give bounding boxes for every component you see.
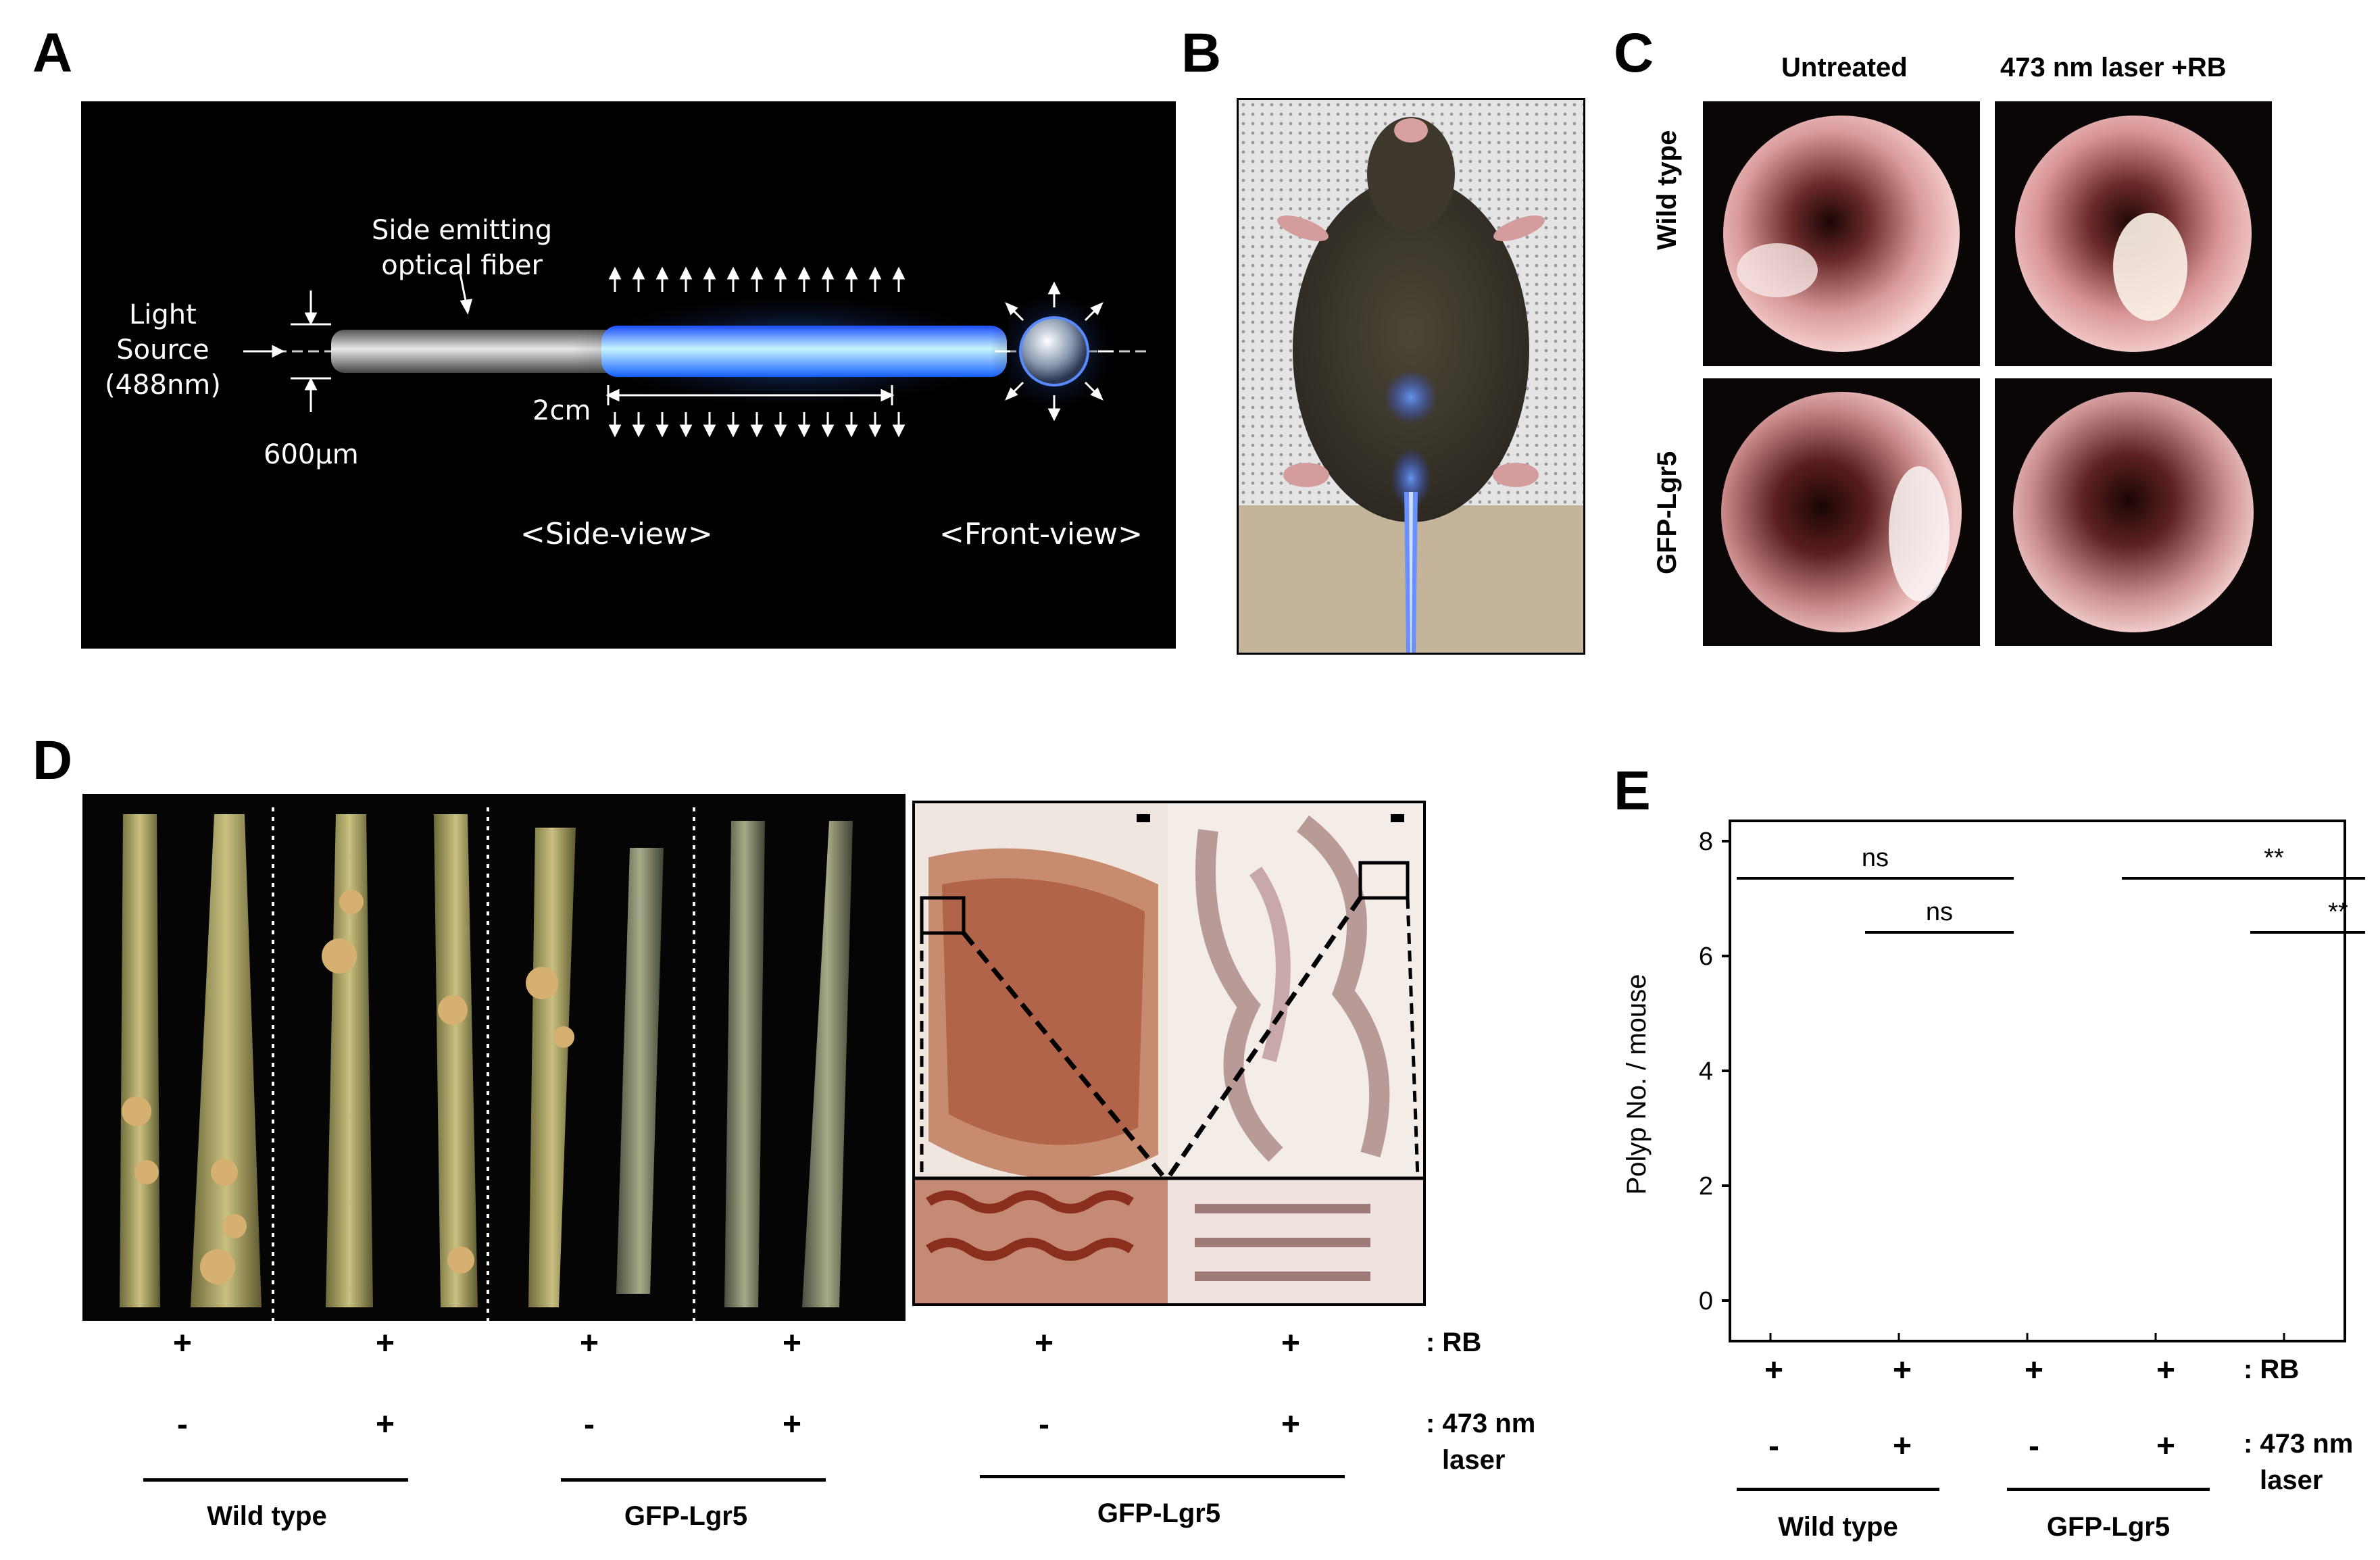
d-rb-sign-4: + [782,1326,802,1361]
d-group-label-3: GFP-Lgr5 [1097,1499,1221,1528]
d-rb-sign-2: + [375,1326,395,1361]
light-source-line-1: Light [129,299,197,330]
d-group-rule-2 [561,1478,826,1482]
panel-label-b: B [1181,22,1222,84]
d-group-label-2: GFP-Lgr5 [624,1501,748,1531]
light-source-line-3: (488nm) [105,370,221,401]
d-group-label-1: Wild type [207,1501,327,1531]
endoscopy-wt-untreated [1703,101,1980,366]
d-laser-sign-4: + [782,1407,802,1442]
y-tick-label: 0 [1699,1287,1713,1315]
fiber-label-line-1: Side emitting [372,215,553,246]
endoscopy-image [2015,116,2252,352]
endoscopy-image [1721,392,1962,632]
histology-rb-only [912,801,1173,1306]
histology-image [1168,803,1423,1303]
endoscopy-gfp-treated [1995,378,2272,646]
e-laser-sign-3: - [2029,1428,2039,1464]
y-tick-label: 4 [1699,1057,1713,1086]
endoscopy-wt-treated [1995,101,2272,366]
d-rb-sign-1: + [172,1326,193,1361]
colon-photo-image [120,807,853,1321]
d-group-rule-3 [980,1475,1345,1478]
e-rb-sign-1: + [1764,1353,1784,1388]
e-laser-label-line-2: laser [2260,1465,2323,1495]
fiber-diagram [243,266,1149,438]
d-rb-sign-5: + [1034,1326,1054,1361]
d-rb-sign-6: + [1281,1326,1301,1361]
d-laser-sign-3: - [584,1407,595,1442]
length-label: 2cm [532,395,591,426]
d-laser-sign-6: + [1281,1407,1301,1442]
col-label-untreated: Untreated [1781,53,1908,82]
d-laser-label: : 473 nm laser [1426,1405,1535,1478]
significance-label: ns [1862,844,1889,872]
fiber-schematic: Side emitting optical fiber Light Source… [81,101,1176,649]
fiber-label-line-2: optical fiber [381,250,543,281]
e-group-label-2: GFP-Lgr5 [2046,1512,2171,1542]
d-laser-sign-1: - [177,1407,188,1442]
panel-label-a: A [32,22,73,84]
chart-frame [1729,820,2346,1342]
diameter-label: 600μm [264,439,359,470]
e-rb-sign-3: + [2024,1353,2044,1388]
e-rb-sign-2: + [1892,1353,1912,1388]
histology-image [915,803,1170,1303]
histology-rb-laser [1168,801,1426,1306]
polyp-chart: 0 2 4 6 8 ns ns ** ** Polyp No. / mouse [1622,820,2365,1342]
y-tick-label: 6 [1699,942,1713,971]
row-label-gfp-lgr5: GFP-Lgr5 [1652,451,1682,574]
side-view-label: <Side-view> [520,517,713,551]
d-laser-label-line-1: : 473 nm [1426,1409,1536,1438]
endoscopy-image [2013,392,2254,632]
light-source-label: Light Source (488nm) [105,297,221,403]
e-laser-sign-4: + [2156,1428,2176,1464]
d-group-rule-1 [143,1478,408,1482]
e-group-label-1: Wild type [1778,1512,1898,1542]
e-rb-label: : RB [2243,1355,2300,1384]
e-group-rule-2 [2007,1488,2210,1491]
endoscopy-gfp-untreated [1703,378,1980,646]
d-rb-sign-3: + [579,1326,599,1361]
e-rb-sign-4: + [2156,1353,2176,1388]
e-laser-label: : 473 nm laser [2243,1426,2353,1499]
mouse-photo [1237,98,1585,655]
y-tick-label: 8 [1699,828,1713,856]
light-source-line-2: Source [116,334,209,366]
col-label-laser-rb: 473 nm laser +RB [2000,53,2227,82]
e-laser-sign-2: + [1892,1428,1912,1464]
significance-label: ** [2328,898,2348,926]
panel-label-c: C [1614,22,1654,84]
d-laser-sign-2: + [375,1407,395,1442]
d-rb-label: : RB [1426,1328,1482,1357]
y-axis-label: Polyp No. / mouse [1622,974,1652,1195]
d-laser-label-line-2: laser [1442,1445,1506,1475]
e-laser-label-line-1: : 473 nm [2243,1429,2354,1459]
fiber-label: Side emitting optical fiber [372,213,552,283]
endoscopy-image [1723,116,1960,352]
significance-label: ** [2264,844,2284,872]
e-laser-sign-1: - [1768,1428,1779,1464]
significance-label: ns [1926,898,1953,926]
y-tick-label: 2 [1699,1172,1713,1201]
panel-label-d: D [32,730,73,791]
panel-label-e: E [1614,760,1651,822]
front-view-label: <Front-view> [939,517,1143,551]
colon-photo [82,794,906,1321]
d-laser-sign-5: - [1039,1407,1049,1442]
e-group-rule-1 [1737,1488,1939,1491]
row-label-wild-type: Wild type [1652,130,1682,250]
mouse-photo-image [1239,100,1583,653]
